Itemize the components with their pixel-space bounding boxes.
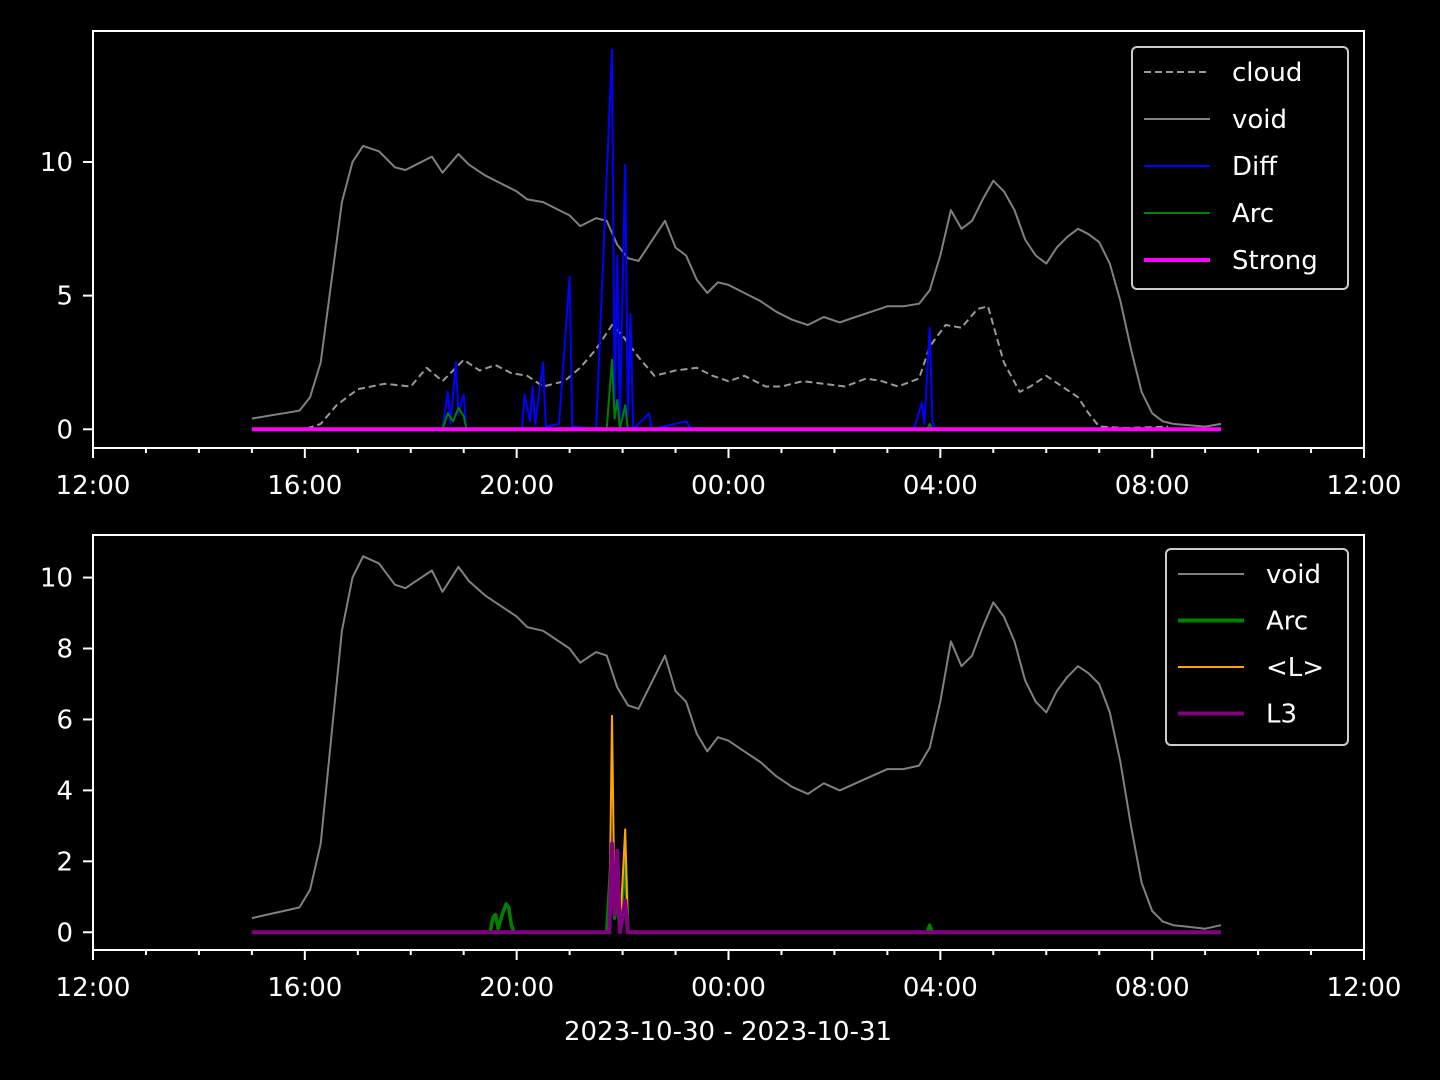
x-tick-label: 04:00 [903, 973, 978, 1003]
x-tick-label: 20:00 [479, 973, 554, 1003]
legend: cloud void Diff Arc Strong [1131, 46, 1349, 290]
y-tick-label: 0 [56, 918, 73, 948]
legend-box [1131, 46, 1349, 290]
x-tick-label: 12:00 [56, 973, 131, 1003]
legend-label: Diff [1232, 152, 1278, 182]
x-tick-label: 16:00 [267, 471, 342, 501]
legend-label: <L> [1266, 653, 1324, 683]
x-tick-label: 12:00 [1327, 973, 1402, 1003]
x-tick-label: 08:00 [1115, 973, 1190, 1003]
legend-label: void [1266, 560, 1321, 590]
legend-label: cloud [1232, 58, 1302, 88]
x-tick-label: 08:00 [1115, 471, 1190, 501]
legend-label: L3 [1266, 700, 1297, 730]
y-tick-label: 8 [56, 635, 73, 665]
x-tick-label: 04:00 [903, 471, 978, 501]
legend-label: Strong [1232, 246, 1318, 276]
y-tick-label: 2 [56, 847, 73, 877]
series-line-cloud [251, 305, 1169, 431]
legend-label: Arc [1266, 607, 1308, 637]
legend-label: Arc [1232, 199, 1274, 229]
series-line-l3 [251, 841, 1221, 935]
y-tick-label: 4 [56, 776, 73, 806]
plot-area [251, 555, 1222, 935]
x-tick-label: 12:00 [56, 471, 131, 501]
x-tick-label: 20:00 [479, 471, 554, 501]
y-tick-label: 10 [40, 148, 73, 178]
series-line-void [251, 555, 1222, 930]
plot-area [251, 48, 1222, 432]
series-line-void [251, 144, 1222, 428]
legend-box [1165, 548, 1349, 746]
x-axis-title: 2023-10-30 - 2023-10-31 [564, 1017, 892, 1047]
bottom-panel: 12:00 16:00 20:00 00:00 04:00 08:00 12:00 0 2 4 6 8… [40, 534, 1402, 1003]
y-tick-label: 0 [56, 415, 73, 445]
x-tick-label: 12:00 [1327, 471, 1402, 501]
legend-label: void [1232, 105, 1287, 135]
y-tick-label: 10 [40, 564, 73, 594]
y-tick-label: 6 [56, 705, 73, 735]
y-tick-label: 5 [56, 282, 73, 312]
x-tick-label: 00:00 [691, 973, 766, 1003]
x-tick-label: 00:00 [691, 471, 766, 501]
x-tick-label: 16:00 [267, 973, 342, 1003]
legend: void Arc <L> L3 [1165, 548, 1349, 746]
top-panel: 12:00 16:00 20:00 00:00 04:00 08:00 12:00 0 5 10 c… [40, 30, 1402, 501]
